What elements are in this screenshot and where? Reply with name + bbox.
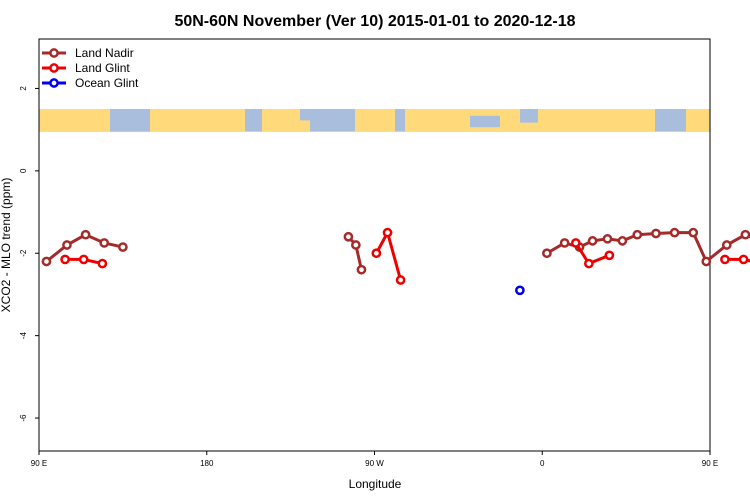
ocean-region — [520, 109, 538, 123]
y-tick-label: -4 — [19, 332, 28, 340]
data-point — [604, 250, 615, 261]
legend-swatch-marker — [49, 78, 59, 88]
data-point — [688, 227, 699, 238]
data-point — [602, 233, 613, 244]
x-tick-label: 90 E — [31, 459, 47, 468]
data-point — [632, 229, 643, 240]
data-point — [351, 240, 361, 250]
land-region — [262, 109, 310, 132]
chart-title: 50N-60N November (Ver 10) 2015-01-01 to … — [174, 13, 575, 30]
series — [60, 227, 750, 285]
legend-swatch-marker — [49, 48, 59, 58]
land-region — [355, 109, 395, 132]
data-point — [60, 254, 70, 265]
data-point — [371, 248, 382, 259]
data-point — [720, 254, 730, 265]
data-point — [738, 254, 749, 265]
data-point — [570, 238, 581, 248]
series — [515, 285, 525, 296]
data-point — [740, 229, 750, 240]
x-axis-label: Longitude — [349, 477, 402, 491]
data-point — [721, 240, 732, 250]
data-point — [515, 285, 525, 296]
data-point — [701, 256, 712, 267]
legend-swatch-marker — [49, 63, 59, 73]
data-point — [99, 238, 110, 248]
y-axis-label: XCO2 - MLO trend (ppm) — [0, 178, 13, 313]
data-point — [651, 228, 661, 239]
data-point — [41, 256, 52, 267]
legend-label: Land Glint — [75, 61, 130, 75]
plot-frame — [38, 38, 711, 452]
ocean-region — [110, 121, 150, 132]
data-point — [583, 258, 594, 269]
map-band — [39, 109, 710, 132]
data-point — [343, 231, 354, 242]
data-point — [62, 240, 72, 250]
data-point — [80, 229, 91, 240]
x-tick-label: 180 — [200, 459, 214, 468]
data-point — [395, 275, 406, 285]
legend-label: Ocean Glint — [75, 76, 139, 90]
land-region — [686, 109, 710, 132]
data-point — [559, 238, 570, 248]
land-region — [150, 109, 245, 132]
data-point — [356, 264, 367, 275]
y-tick-label: 0 — [19, 168, 28, 173]
land-region — [39, 109, 110, 132]
y-tick-label: -2 — [19, 249, 28, 257]
x-tick-label: 0 — [540, 459, 545, 468]
y-axis: 2 0 -2 -4 -6 — [19, 86, 39, 422]
data-point — [587, 236, 598, 246]
data-point — [542, 248, 552, 259]
ocean-region — [300, 109, 320, 121]
data-point — [97, 258, 108, 269]
map-band-land — [39, 109, 710, 132]
data-point — [669, 227, 680, 238]
data-point — [617, 236, 628, 246]
data-point — [78, 254, 89, 265]
x-tick-label: 90 W — [365, 459, 384, 468]
y-tick-label: -6 — [19, 414, 28, 422]
data-point — [382, 227, 393, 238]
series-layer — [41, 227, 750, 296]
x-tick-label: 90 E — [702, 459, 718, 468]
y-tick-label: 2 — [19, 86, 28, 91]
ocean-region — [470, 115, 500, 128]
legend-label: Land Nadir — [75, 46, 134, 60]
data-point — [118, 242, 128, 252]
